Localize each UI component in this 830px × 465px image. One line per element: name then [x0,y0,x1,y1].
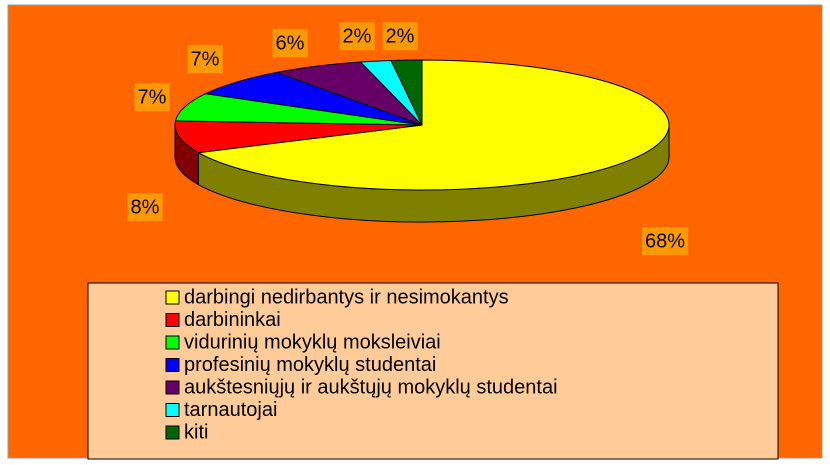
legend-label: aukštesniųjų ir aukštųjų mokyklų student… [184,376,558,398]
slice [390,59,423,126]
data-label: 2% [343,25,372,47]
data-label: 8% [131,196,160,218]
data-label-box [382,22,418,51]
legend-swatch [165,313,180,327]
legend-label: vidurinių mokyklų moksleiviai [184,331,441,353]
legend-label: darbingi nedirbantys ir nesimokantys [184,286,509,308]
data-label: 7% [138,86,167,108]
legend-label: tarnautojai [184,399,277,421]
data-label-box [272,29,308,58]
legend-swatch [165,380,180,395]
data-label-box [127,193,163,222]
legend-swatch [165,425,180,440]
legend-swatch [165,335,180,350]
legend-label: darbininkai [184,309,281,331]
data-label-box [339,22,375,51]
data-label: 68% [645,230,685,252]
slice [174,93,423,126]
pie [174,59,670,223]
data-label-box [641,227,689,256]
data-label: 2% [386,25,415,47]
legend-swatch [165,290,180,305]
data-label: 6% [276,32,305,54]
legend-swatch [165,403,180,417]
legend-label: profesinių mokyklų studentai [184,354,436,376]
legend-box [87,282,779,460]
data-label: 7% [191,48,220,70]
slice [174,120,423,154]
data-label-box [187,45,223,74]
legend-swatch [165,358,180,372]
pie-tops [174,59,670,191]
slice [203,71,423,126]
slice [196,59,670,191]
legend-label: kiti [184,421,208,443]
data-label-box [134,83,170,112]
